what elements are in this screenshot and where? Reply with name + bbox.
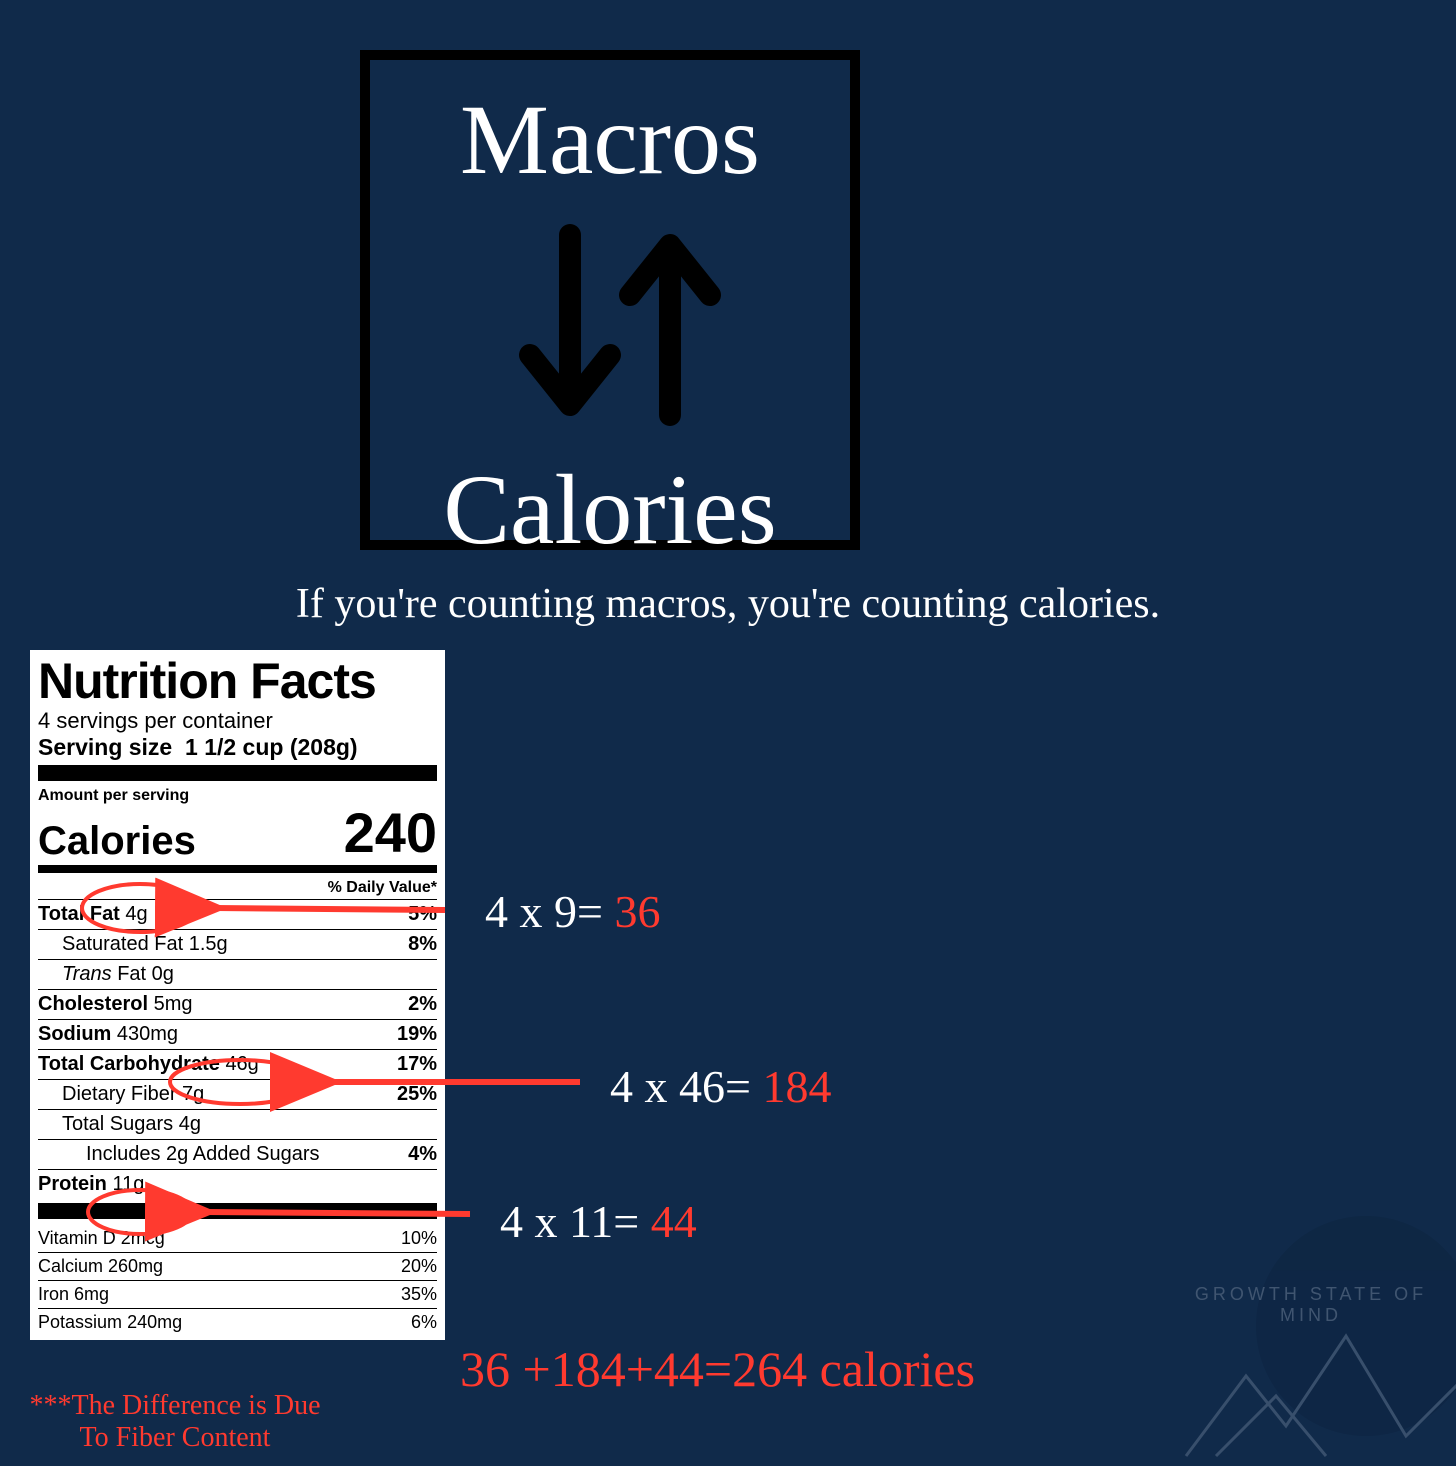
calc-protein: 4 x 11= 44 xyxy=(500,1195,697,1248)
mountain-icon xyxy=(1176,1306,1456,1466)
nf-row-trans-fat: Trans Fat 0g xyxy=(38,960,437,990)
nf-divider-thick xyxy=(38,765,437,781)
nf-calories-row: Calories 240 xyxy=(38,805,437,861)
nf-row-vit-d: Vitamin D 2mcg 10% xyxy=(38,1225,437,1253)
nf-row-iron: Iron 6mg 35% xyxy=(38,1281,437,1309)
nf-row-potassium: Potassium 240mg 6% xyxy=(38,1309,437,1336)
nutrition-facts-panel: Nutrition Facts 4 servings per container… xyxy=(30,650,445,1340)
nf-divider-med xyxy=(38,865,437,873)
nf-divider-thick-2 xyxy=(38,1203,437,1219)
calc-fat: 4 x 9= 36 xyxy=(485,885,660,938)
nf-row-total-fat: Total Fat 4g 5% xyxy=(38,900,437,930)
nf-servings-per: 4 servings per container xyxy=(38,708,437,734)
nf-row-calcium: Calcium 260mg 20% xyxy=(38,1253,437,1281)
nf-row-cholesterol: Cholesterol 5mg 2% xyxy=(38,990,437,1020)
nf-row-protein: Protein 11g xyxy=(38,1170,437,1199)
title-word-macros: Macros xyxy=(370,90,850,190)
nf-row-sodium: Sodium 430mg 19% xyxy=(38,1020,437,1050)
nf-row-total-carb: Total Carbohydrate 46g 17% xyxy=(38,1050,437,1080)
calc-carb: 4 x 46= 184 xyxy=(610,1060,831,1113)
swap-arrows-icon xyxy=(480,215,740,435)
nf-row-sat-fat: Saturated Fat 1.5g 8% xyxy=(38,930,437,960)
watermark-logo: GROWTH STATE OF MIND xyxy=(1176,1206,1456,1456)
sum-line: 36 +184+44=264 calories xyxy=(460,1340,975,1398)
nf-serving-size: Serving size 1 1/2 cup (208g) xyxy=(38,734,437,761)
nf-dv-heading: % Daily Value* xyxy=(38,877,437,900)
subtitle-text: If you're counting macros, you're counti… xyxy=(0,580,1456,628)
title-word-calories: Calories xyxy=(370,460,850,560)
nf-row-total-sugars: Total Sugars 4g xyxy=(38,1110,437,1140)
title-box: Macros Calories xyxy=(360,50,860,550)
nf-heading: Nutrition Facts xyxy=(38,656,437,706)
footnote: ***The Difference is Due To Fiber Conten… xyxy=(10,1390,340,1454)
nf-row-added-sugars: Includes 2g Added Sugars 4% xyxy=(38,1140,437,1170)
nf-row-fiber: Dietary Fiber 7g 25% xyxy=(38,1080,437,1110)
